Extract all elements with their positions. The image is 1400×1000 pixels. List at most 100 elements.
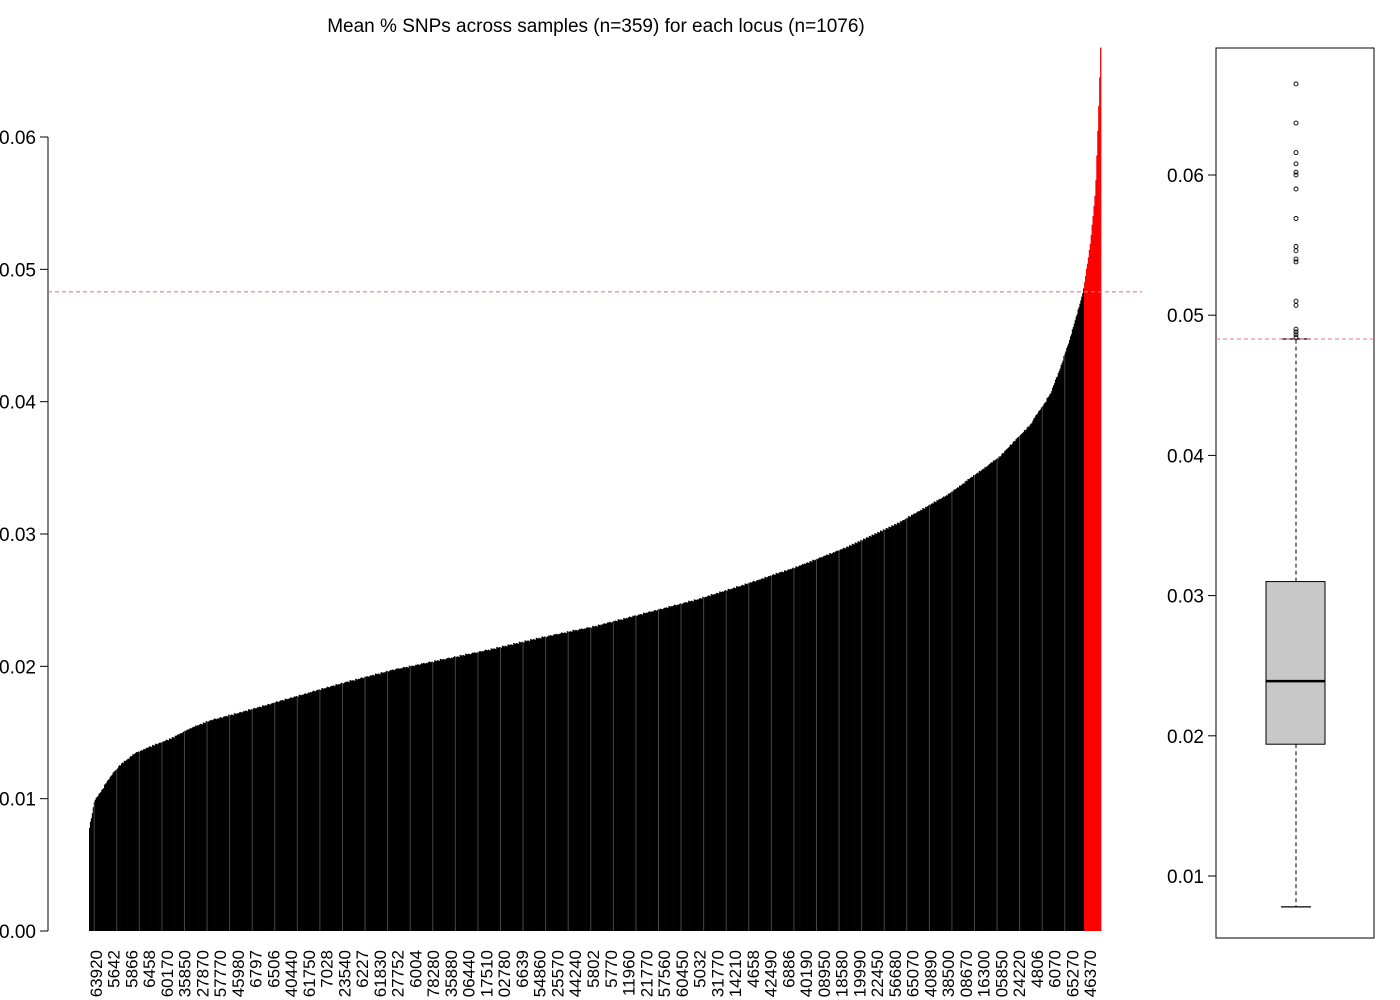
bar — [468, 654, 471, 931]
bar — [667, 608, 669, 931]
bar-x-tick-label: 65270 — [1063, 950, 1082, 997]
bar — [329, 686, 332, 931]
bar-highlight — [1098, 106, 1100, 932]
bar — [693, 599, 696, 931]
bar — [440, 659, 443, 931]
bar — [748, 582, 750, 931]
bar — [624, 618, 626, 931]
bar — [169, 738, 172, 931]
bar — [1045, 401, 1047, 931]
bar — [555, 633, 557, 931]
bar — [860, 539, 862, 931]
bar — [1044, 402, 1046, 932]
bar — [323, 688, 325, 931]
bar — [1000, 455, 1002, 931]
bar — [369, 676, 371, 931]
bar-x-tick-label: 31770 — [708, 950, 727, 997]
bar — [929, 504, 932, 931]
bar — [435, 660, 437, 931]
bar — [131, 756, 133, 931]
bar — [159, 743, 161, 931]
bar — [795, 566, 797, 931]
bar — [195, 725, 197, 931]
bar — [501, 645, 504, 931]
bar — [870, 536, 872, 931]
bar — [140, 750, 143, 931]
bar — [689, 601, 692, 931]
bar — [1014, 441, 1016, 931]
bar — [880, 530, 883, 931]
bar — [322, 688, 324, 931]
bar — [771, 575, 774, 931]
bar — [1081, 296, 1083, 932]
outlier-point — [1293, 120, 1299, 126]
bar — [413, 666, 415, 931]
bar — [213, 719, 215, 931]
bar-x-tick-label: 6004 — [407, 950, 426, 988]
bar — [758, 579, 760, 931]
bar — [1020, 434, 1022, 931]
bar — [518, 641, 521, 931]
bar — [944, 496, 947, 931]
bar — [874, 533, 876, 931]
bar — [1023, 429, 1026, 931]
bar-x-tick-label: 14210 — [726, 950, 745, 997]
bar — [708, 595, 711, 931]
bar — [640, 613, 642, 931]
bar — [1080, 300, 1082, 931]
bar — [190, 728, 192, 931]
bar — [357, 678, 360, 931]
bar — [749, 582, 751, 931]
bar — [216, 718, 219, 931]
bar — [999, 456, 1001, 931]
bar — [1013, 440, 1015, 931]
bar — [176, 735, 178, 931]
bar — [388, 671, 390, 931]
bar — [964, 481, 966, 931]
bar — [601, 624, 603, 931]
bar — [756, 579, 759, 931]
bar — [686, 602, 688, 931]
bar — [849, 545, 852, 931]
bar — [527, 640, 529, 931]
bar-x-tick-label: 6797 — [247, 950, 266, 988]
bar — [612, 620, 615, 931]
bar — [468, 653, 470, 931]
bar-x-tick-label: 46370 — [1081, 950, 1100, 997]
bar-x-tick-label: 4658 — [744, 950, 763, 988]
bar — [588, 627, 590, 931]
bar — [459, 654, 461, 931]
bar — [911, 515, 914, 931]
bar — [214, 718, 216, 931]
bar — [389, 670, 391, 931]
outlier-point — [1293, 259, 1299, 265]
bar — [258, 707, 260, 931]
bar — [1054, 379, 1057, 931]
bar — [336, 684, 338, 931]
bar — [1060, 365, 1062, 931]
bar — [550, 635, 553, 931]
bar — [204, 723, 206, 931]
bar — [646, 613, 649, 931]
bar — [1078, 307, 1080, 931]
bar — [505, 646, 507, 931]
bar — [885, 527, 887, 931]
bar — [463, 655, 465, 931]
bar — [1035, 415, 1037, 931]
bar — [1052, 387, 1054, 931]
bar — [420, 664, 422, 931]
bar — [533, 639, 536, 931]
bar — [914, 513, 917, 931]
bar — [373, 675, 376, 931]
bar — [289, 698, 291, 931]
bar-x-tick-labels: 6392056425866645860170358502787057770459… — [87, 950, 1100, 997]
bar — [211, 719, 213, 931]
bar — [928, 504, 931, 931]
bar — [522, 642, 524, 931]
bar — [606, 623, 608, 931]
bar — [167, 740, 169, 931]
bar — [585, 627, 587, 931]
bar — [596, 626, 599, 931]
bar — [168, 738, 171, 931]
bar — [1015, 439, 1017, 931]
